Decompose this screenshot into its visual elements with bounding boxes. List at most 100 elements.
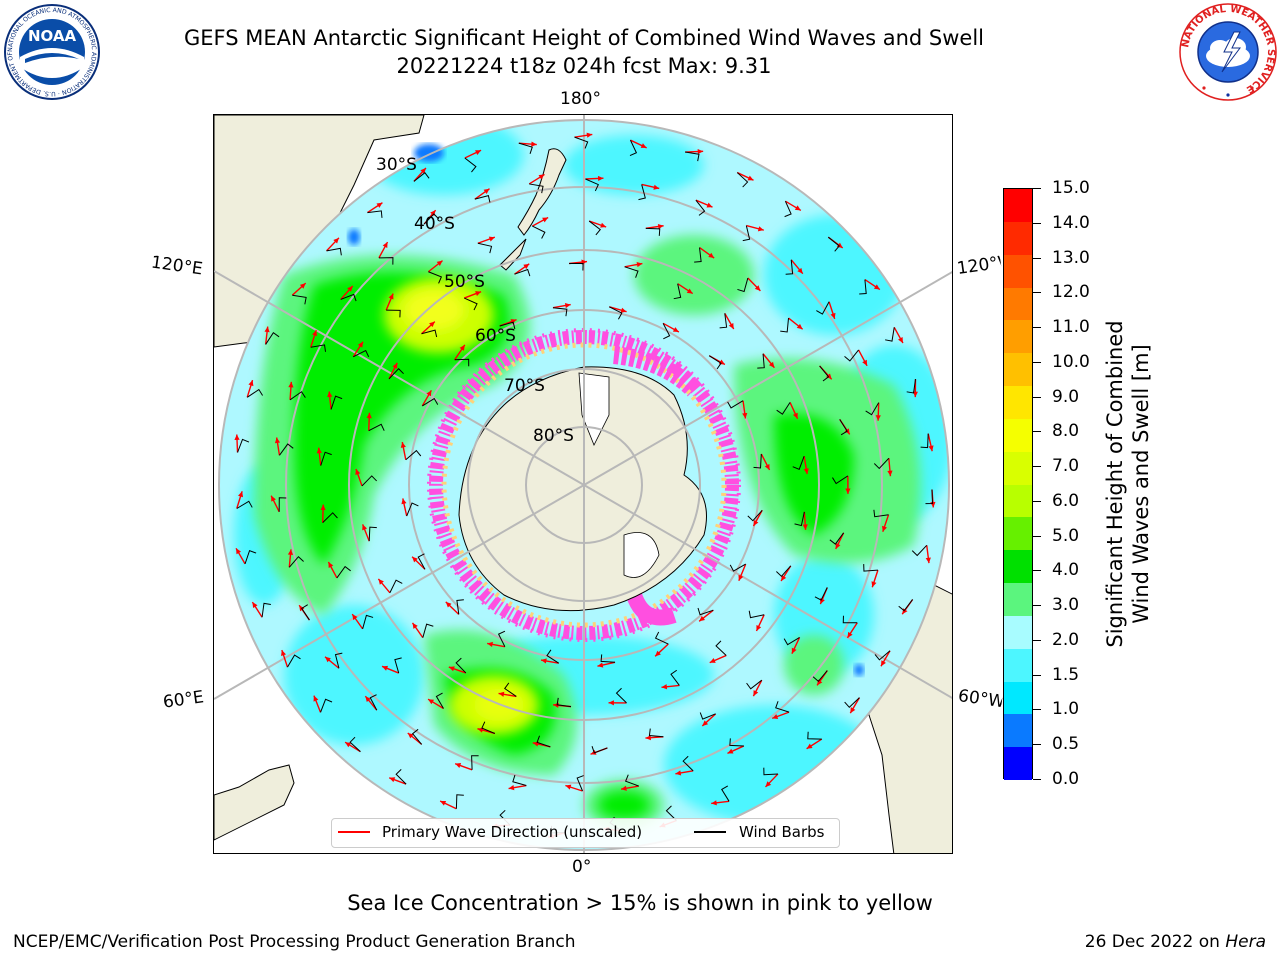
wind-barb <box>395 769 407 785</box>
wind-barb <box>292 294 307 305</box>
wave-arrow-head <box>925 557 931 564</box>
lat-label-40s: 40°S <box>414 214 455 234</box>
wind-barb <box>600 654 616 663</box>
wind-barb <box>394 657 402 674</box>
wave-arrow-head <box>238 491 244 498</box>
wave-arrow-head <box>234 434 240 441</box>
wave-arrow-head <box>702 720 709 726</box>
wind-barb <box>874 650 891 661</box>
wind-barb <box>694 247 702 263</box>
wind-barb <box>816 301 830 315</box>
wave-arrow-head <box>382 665 389 671</box>
wave-arrow-head <box>738 574 744 581</box>
wind-barb <box>422 623 434 638</box>
wave-arrow-head <box>661 684 668 690</box>
wave-arrow-head <box>791 647 797 654</box>
wave-arrow-head <box>706 202 713 208</box>
wave-arrow-head <box>328 562 334 569</box>
wind-barb <box>615 687 627 704</box>
wind-barb <box>477 242 493 254</box>
wind-barb <box>261 602 271 618</box>
wind-barb <box>546 649 559 664</box>
colorbar-tick <box>1033 257 1041 259</box>
wave-arrow-head <box>401 498 407 505</box>
wave-arrow-head <box>845 488 851 494</box>
wind-barb <box>464 157 477 173</box>
wave-arrow-head <box>754 285 761 291</box>
colorbar-tick <box>1033 535 1041 537</box>
wave-arrow-head <box>236 548 242 555</box>
wave-arrow-head <box>392 362 398 369</box>
wind-barb <box>368 526 377 542</box>
colorbar-tick <box>1033 500 1041 502</box>
colorbar-tick-label: 13.0 <box>1052 247 1090 268</box>
wind-barb <box>829 532 845 545</box>
wave-arrow-head <box>873 284 880 290</box>
wind-barb <box>423 213 440 225</box>
wave-arrow-head <box>765 781 772 787</box>
wave-arrow-head <box>636 261 643 268</box>
wave-arrow-head <box>531 141 537 147</box>
chart-subtitle: 20221224 t18z 024h fcst Max: 9.31 <box>396 54 772 78</box>
wave-arrow-head <box>657 223 664 230</box>
noaa-logo: NATIONAL OCEANIC AND ATMOSPHERIC ADMINIS… <box>3 3 100 100</box>
wave-arrow-head <box>264 326 270 333</box>
wind-barb <box>673 283 682 300</box>
colorbar-tick-label: 12.0 <box>1052 282 1090 303</box>
wave-yellow <box>384 277 539 735</box>
colorbar-segment <box>1004 287 1032 321</box>
lon-label-60w: 60°W <box>956 686 1004 712</box>
wave-arrow-head <box>400 442 406 448</box>
nws-logo: NATIONAL WEATHER SERVICE <box>1179 3 1277 101</box>
colorbar-tick <box>1033 639 1041 641</box>
colorbar-tick-label: 2.0 <box>1052 629 1080 650</box>
wind-barb <box>746 679 763 690</box>
wind-barb-label: Wind Barbs <box>739 823 825 841</box>
wave-arrow-head <box>366 412 372 419</box>
wave-arrow-head <box>538 174 545 180</box>
colorbar-tick <box>1033 674 1041 676</box>
wind-barb <box>532 225 546 239</box>
wind-barb <box>742 225 751 242</box>
wind-barb <box>873 509 889 518</box>
wave-arrow-head <box>898 337 903 344</box>
wind-barb <box>920 433 929 449</box>
wave-arrow-head <box>871 581 877 588</box>
wind-barb <box>289 391 306 401</box>
wind-barb <box>552 307 568 317</box>
wave-arrow-head <box>802 524 808 530</box>
lat-label-60s: 60°S <box>475 326 516 346</box>
wave-arrow-head <box>523 263 530 270</box>
wind-barb <box>780 318 790 333</box>
wind-barb <box>340 293 357 302</box>
wave-arrow-head <box>797 267 803 274</box>
polar-map-svg: 30°S 40°S 50°S 60°S 70°S 80°S <box>214 115 952 853</box>
colorbar-tick <box>1033 744 1041 746</box>
wind-barb <box>556 697 572 708</box>
wave-arrow-head <box>653 184 660 190</box>
credit-host: Hera <box>1225 932 1266 952</box>
wave-arrow-head <box>327 391 333 398</box>
wind-barb <box>406 502 419 517</box>
wind-barb <box>863 564 878 572</box>
wind-barb <box>574 136 589 149</box>
colorbar-tick <box>1033 292 1041 294</box>
wave-arrow-head <box>320 504 326 511</box>
wind-barb <box>906 379 916 394</box>
wave-arrow-head <box>455 763 462 768</box>
colorbar-tick-label: 7.0 <box>1052 456 1080 477</box>
wave-arrow-head <box>542 217 549 223</box>
wave-arrow-head <box>675 770 682 776</box>
wind-barb <box>807 731 822 740</box>
wind-barb <box>842 615 858 624</box>
wave-arrow-head <box>248 380 254 387</box>
wave-arrow-head <box>412 622 418 629</box>
wave-arrow-head <box>757 226 764 232</box>
wind-barb <box>386 309 401 318</box>
wave-arrow-head <box>709 658 716 663</box>
colorbar-segment <box>1004 550 1032 584</box>
wave-arrow-head <box>850 707 856 714</box>
wave-arrow-head <box>928 445 934 452</box>
colorbar-tick <box>1033 188 1041 189</box>
wind-barb <box>629 139 638 157</box>
